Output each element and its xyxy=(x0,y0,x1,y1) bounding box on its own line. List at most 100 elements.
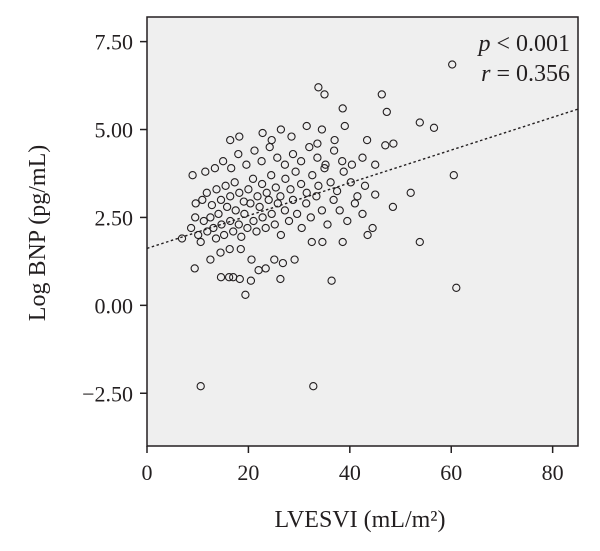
data-point xyxy=(250,146,259,155)
regression-line xyxy=(146,108,579,250)
data-point xyxy=(329,195,338,205)
data-point xyxy=(262,188,271,197)
data-point xyxy=(235,188,244,197)
data-point xyxy=(448,60,457,69)
data-point xyxy=(230,178,239,187)
data-point xyxy=(206,255,215,264)
data-point xyxy=(212,185,221,194)
data-point xyxy=(276,230,286,240)
data-point xyxy=(308,171,317,180)
data-point xyxy=(201,167,210,176)
data-points xyxy=(177,60,461,391)
data-point xyxy=(276,192,285,201)
data-point xyxy=(227,164,236,173)
data-point xyxy=(257,179,267,189)
data-point xyxy=(363,230,372,240)
data-point xyxy=(309,382,318,391)
data-point xyxy=(214,209,223,219)
data-point xyxy=(241,290,250,299)
data-point xyxy=(292,209,302,219)
data-point xyxy=(327,276,336,285)
data-point xyxy=(229,227,238,236)
data-point xyxy=(296,157,306,166)
annotation-r-value: r = 0.356 xyxy=(481,61,570,87)
data-point xyxy=(221,181,230,190)
data-point xyxy=(389,139,398,148)
data-point xyxy=(288,149,298,159)
data-point xyxy=(249,216,258,226)
data-point xyxy=(305,142,314,152)
data-point xyxy=(206,213,215,222)
data-point xyxy=(226,135,235,145)
data-point xyxy=(273,153,282,162)
data-point xyxy=(281,174,290,183)
data-point xyxy=(211,234,221,243)
data-point xyxy=(237,232,246,241)
data-point xyxy=(330,135,339,145)
data-point xyxy=(371,160,380,169)
y-axis: −2.50 0.00 2.50 5.00 7.50 xyxy=(82,30,147,406)
data-point xyxy=(287,132,296,141)
data-point xyxy=(191,199,200,208)
data-point xyxy=(338,157,347,166)
data-point xyxy=(302,121,311,131)
data-point xyxy=(222,202,232,212)
data-point xyxy=(186,223,196,233)
data-point xyxy=(202,188,211,197)
data-point xyxy=(257,157,266,166)
data-point xyxy=(332,186,342,196)
data-point xyxy=(338,237,347,247)
data-point xyxy=(314,181,323,190)
data-point xyxy=(320,90,329,99)
data-point xyxy=(198,195,207,205)
annotation-p-value: p < 0.001 xyxy=(476,31,570,57)
data-point xyxy=(234,220,243,229)
data-point xyxy=(217,220,226,229)
data-point xyxy=(314,83,323,92)
data-point xyxy=(196,237,205,247)
y-tick-label: −2.50 xyxy=(82,381,133,406)
data-point xyxy=(225,244,234,254)
data-point xyxy=(239,197,248,206)
x-tick-label: 0 xyxy=(142,460,153,485)
data-point xyxy=(216,248,225,257)
data-point xyxy=(340,121,349,131)
y-axis-title: Log BNP (pg/mL) xyxy=(25,145,51,321)
data-point xyxy=(258,128,267,138)
data-point xyxy=(203,227,212,236)
data-point xyxy=(326,178,335,187)
y-tick-label: 7.50 xyxy=(95,30,134,55)
x-tick-label: 40 xyxy=(339,460,361,485)
data-point xyxy=(242,160,251,169)
data-point xyxy=(280,160,290,169)
data-point xyxy=(218,157,228,166)
data-point xyxy=(297,223,306,233)
data-point xyxy=(388,202,398,212)
data-point xyxy=(194,230,203,240)
data-point xyxy=(358,209,367,219)
data-point xyxy=(243,223,252,233)
data-point xyxy=(271,183,280,192)
data-point xyxy=(276,125,286,134)
data-point xyxy=(307,237,316,247)
data-point xyxy=(216,273,226,282)
data-point xyxy=(261,223,270,233)
data-point xyxy=(267,209,276,219)
data-point xyxy=(270,255,279,264)
data-point xyxy=(415,118,424,127)
data-point xyxy=(368,223,377,233)
data-point xyxy=(317,206,327,215)
data-point xyxy=(235,274,244,284)
data-point xyxy=(190,264,199,273)
data-point xyxy=(177,234,187,243)
data-point xyxy=(353,192,362,201)
data-point xyxy=(224,273,234,282)
data-point xyxy=(253,192,262,201)
data-point xyxy=(429,123,439,132)
plot-background xyxy=(147,17,578,446)
y-tick-label: 5.00 xyxy=(95,118,134,143)
data-point xyxy=(302,199,311,208)
data-point xyxy=(258,213,267,222)
data-point xyxy=(346,178,355,187)
data-point xyxy=(343,216,352,226)
